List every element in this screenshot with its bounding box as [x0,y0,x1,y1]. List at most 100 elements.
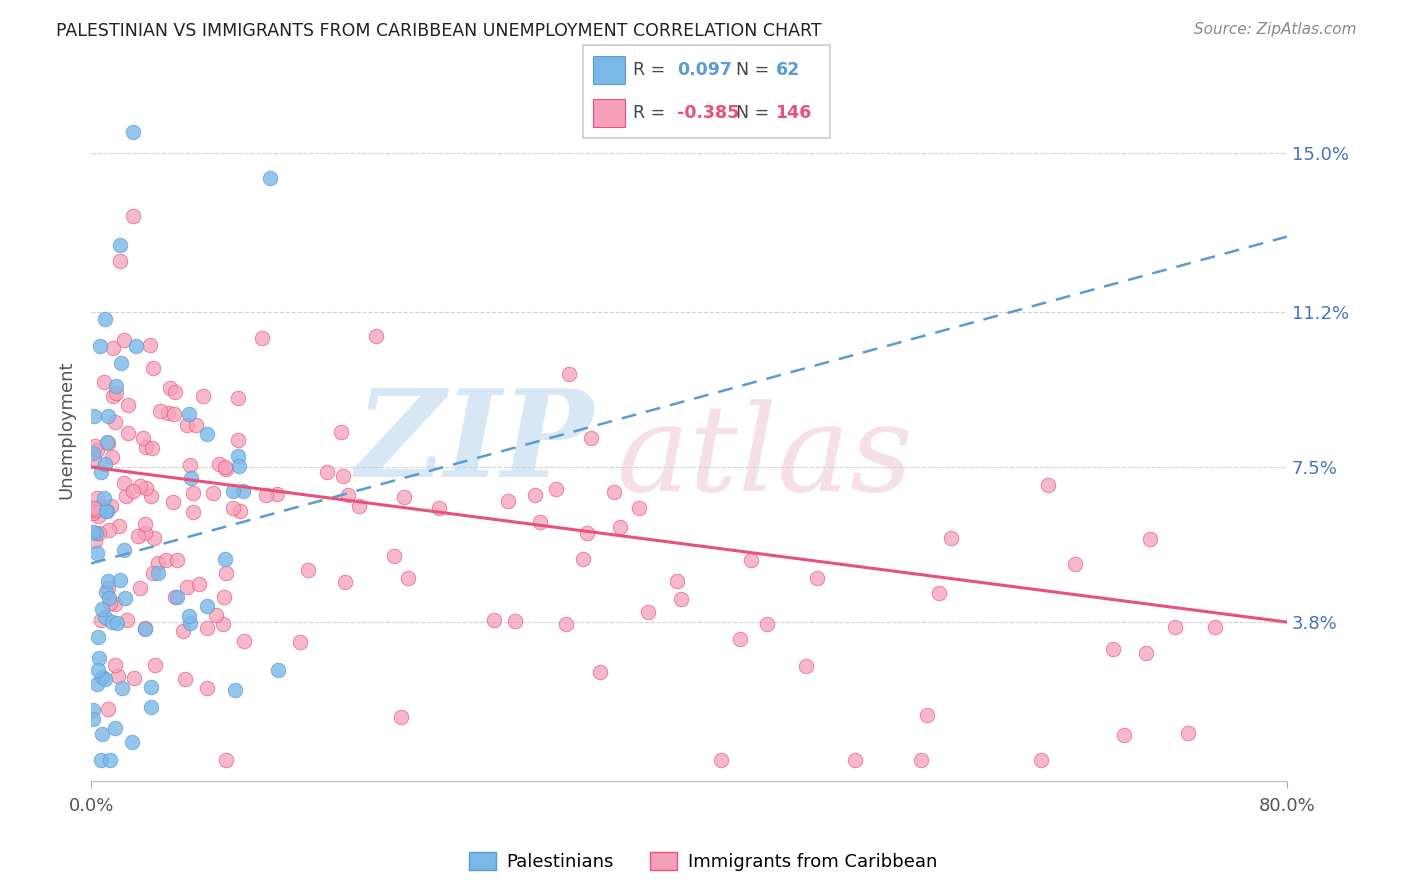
Point [806,571,828,585]
Point [93,312,115,326]
Point [575,526,598,541]
Point [666,574,689,588]
Point [82,507,104,521]
Point [329,425,352,439]
Point [94,673,117,687]
Point [129,581,152,595]
Point [117,425,139,440]
Point [84,439,107,453]
Point [214,552,236,566]
Point [139,699,162,714]
Point [609,520,631,534]
Point [179,608,201,623]
Point [157,406,180,420]
Point [266,487,288,501]
Point [87,526,110,541]
Point [82,524,104,539]
Point [108,238,131,252]
FancyBboxPatch shape [593,99,626,127]
Text: R =: R = [633,104,671,122]
Point [181,505,204,519]
Point [96,504,118,518]
Point [579,430,602,444]
Point [97,574,120,588]
Point [112,476,135,491]
Point [1139,532,1161,546]
Point [202,485,225,500]
Point [139,489,162,503]
Point [482,613,505,627]
Point [728,632,751,647]
Point [96,435,118,450]
Point [104,378,127,392]
Point [134,516,156,531]
Point [669,591,692,606]
Point [94,504,117,518]
Point [155,553,177,567]
Point [1135,647,1157,661]
Point [172,624,194,638]
Point [97,409,120,423]
Point [121,735,143,749]
Point [1064,558,1087,572]
Point [83,451,105,466]
Point [148,566,170,580]
Point [332,469,354,483]
Point [132,432,155,446]
Point [794,658,817,673]
Point [108,254,131,268]
Point [163,384,186,399]
Point [83,533,105,548]
Point [87,509,110,524]
Point [104,597,127,611]
Text: atlas: atlas [617,399,914,516]
Point [181,486,204,500]
Point [114,591,136,605]
Text: Source: ZipAtlas.com: Source: ZipAtlas.com [1194,22,1357,37]
Point [166,553,188,567]
Point [115,489,138,503]
Point [90,500,112,514]
FancyBboxPatch shape [583,45,830,138]
Point [142,531,165,545]
Point [1036,478,1059,492]
Point [254,488,277,502]
Text: 62: 62 [776,61,800,78]
Point [142,566,165,581]
Point [389,710,412,724]
Point [224,683,246,698]
Text: ZIP: ZIP [356,384,593,503]
Text: R =: R = [633,61,671,78]
Point [82,703,104,717]
Point [195,427,218,442]
Point [197,621,219,635]
Point [503,614,526,628]
Point [128,479,150,493]
Point [112,333,135,347]
Point [163,407,186,421]
Point [222,483,245,498]
Point [159,381,181,395]
Point [108,573,131,587]
Point [83,409,105,424]
Point [93,457,115,471]
Point [166,590,188,604]
Point [162,495,184,509]
Point [297,563,319,577]
Point [228,459,250,474]
Point [1163,620,1185,634]
Point [211,616,233,631]
Point [208,457,231,471]
Point [122,125,145,139]
Point [90,727,112,741]
Point [90,613,112,627]
Point [315,465,337,479]
Point [83,500,105,515]
Point [90,670,112,684]
Point [1112,727,1135,741]
Point [1177,726,1199,740]
Point [910,753,932,767]
Point [226,434,249,448]
Point [143,657,166,672]
Point [100,596,122,610]
